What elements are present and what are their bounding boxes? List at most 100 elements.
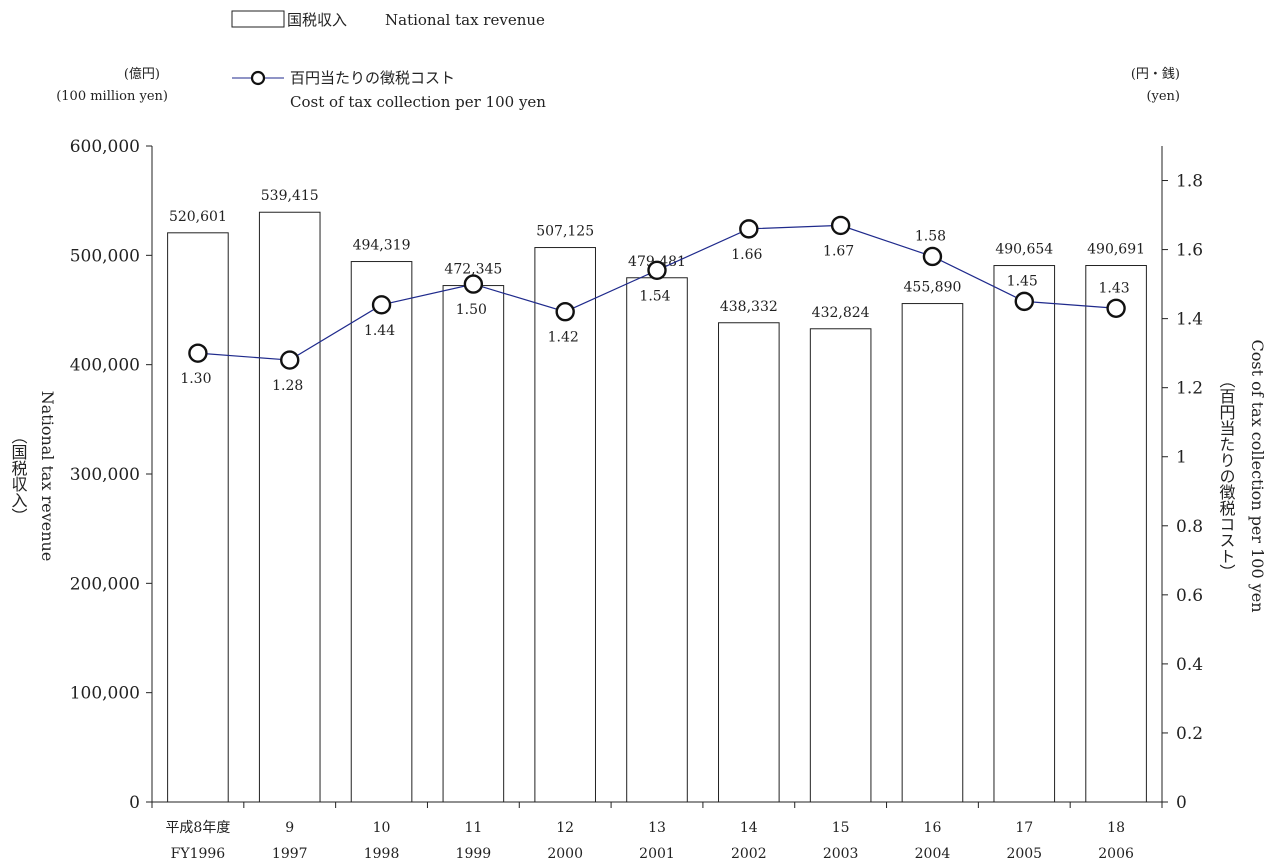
left-tick-label: 400,000 xyxy=(70,356,140,376)
bar-value-label: 455,890 xyxy=(904,280,962,296)
x-category-label: 13 xyxy=(648,820,666,836)
x-category-label: 16 xyxy=(924,820,942,836)
cost-point-label: 1.58 xyxy=(915,228,946,244)
bar-value-label: 472,345 xyxy=(444,262,502,278)
point-labels: 1.30 1.28 1.44 1.50 1.42 1.54 1.66 1.67 1.58 1.45… xyxy=(180,228,1129,394)
right-tick-label: 1.6 xyxy=(1176,241,1203,261)
legend: 国税収入 National tax revenue 百円当たりの徴税コスト Co… xyxy=(231,10,546,111)
bar xyxy=(718,322,780,803)
left-tick-label: 0 xyxy=(129,793,140,813)
right-unit-en: (yen) xyxy=(1146,89,1180,104)
bar-value-label: 507,125 xyxy=(536,224,594,240)
x-category-label: 11 xyxy=(464,820,482,836)
bar xyxy=(993,265,1056,803)
cost-point xyxy=(463,274,484,294)
right-axis-title-en: Cost of tax collection per 100 yen xyxy=(1248,339,1267,612)
legend-line-marker xyxy=(250,70,266,86)
x-category-label: 12 xyxy=(556,820,574,836)
left-unit-jp: (億円) xyxy=(124,66,160,82)
cost-point-label: 1.50 xyxy=(456,302,487,318)
left-tick-label: 500,000 xyxy=(70,246,140,266)
cost-point-label: 1.43 xyxy=(1099,280,1130,296)
left-unit-en: (100 million yen) xyxy=(56,89,168,104)
cost-point xyxy=(830,215,851,236)
bar xyxy=(901,303,964,803)
right-tick-label: 1 xyxy=(1176,448,1187,468)
cost-point xyxy=(188,343,208,363)
x-category-label-en: 1998 xyxy=(364,846,400,862)
x-category-label-en: 1997 xyxy=(272,846,308,862)
bar xyxy=(167,232,229,803)
cost-point xyxy=(647,260,667,280)
left-tick-label: 100,000 xyxy=(70,684,140,704)
right-tick-label: 0.2 xyxy=(1176,724,1203,744)
cost-point xyxy=(280,350,300,370)
x-category-label-en: 2001 xyxy=(639,846,675,862)
x-category-label-en: 2006 xyxy=(1098,846,1134,862)
right-axis-title-jp: （百円当たりの徴税コスト） xyxy=(1217,372,1236,580)
left-axis-title-jp: （国税収入） xyxy=(9,428,28,524)
x-category-label: 9 xyxy=(285,820,294,836)
x-category-label-en: 1999 xyxy=(456,846,492,862)
right-tick-label: 0.6 xyxy=(1176,586,1203,606)
bar xyxy=(442,285,505,803)
x-ticks: 平成8年度 FY1996 9 1997 10 1998 11 1999 12 2000 13 2001… xyxy=(151,802,1163,862)
bar xyxy=(626,277,688,803)
x-category-label: 17 xyxy=(1015,820,1033,836)
x-category-label-en: 2003 xyxy=(823,846,859,862)
line-series xyxy=(188,215,1126,370)
right-tick-label: 0.4 xyxy=(1176,655,1203,675)
left-tick-label: 300,000 xyxy=(70,465,140,485)
bar-value-label: 539,415 xyxy=(261,188,319,204)
cost-point xyxy=(922,246,943,267)
x-category-label-en: FY1996 xyxy=(171,846,226,862)
left-axis-title-en: National tax revenue xyxy=(38,391,57,562)
cost-point xyxy=(555,302,575,322)
x-category-label: 18 xyxy=(1107,820,1125,836)
x-category-label: 平成8年度 xyxy=(165,820,230,836)
x-category-label-en: 2002 xyxy=(731,846,767,862)
cost-point-label: 1.30 xyxy=(180,371,211,387)
cost-point-label: 1.45 xyxy=(1007,273,1038,289)
bar xyxy=(1085,265,1147,803)
bars xyxy=(167,211,1147,803)
x-category-label-en: 2004 xyxy=(915,846,951,862)
bar-value-label: 494,319 xyxy=(353,238,411,254)
left-ticks: 0 100,000 200,000 300,000 400,000 500,000 600,… xyxy=(70,137,152,813)
bar-value-label: 490,691 xyxy=(1087,242,1145,258)
bar-value-label: 432,824 xyxy=(812,305,870,321)
left-tick-label: 200,000 xyxy=(70,574,140,594)
bar xyxy=(350,261,413,803)
cost-point xyxy=(739,219,759,239)
bar-labels: 520,601539,415494,319472,345507,125479,4… xyxy=(169,188,1145,321)
left-tick-label: 600,000 xyxy=(70,137,140,157)
bar xyxy=(809,328,872,803)
right-ticks: 0 0.2 0.4 0.6 0.8 1 1.2 1.4 1.6 1.8 xyxy=(1162,172,1203,813)
right-tick-label: 1.8 xyxy=(1176,172,1203,192)
legend-bar-swatch xyxy=(231,10,285,28)
cost-point-label: 1.44 xyxy=(364,323,395,339)
x-category-label-en: 2000 xyxy=(547,846,583,862)
legend-bar-label-en: National tax revenue xyxy=(385,11,545,29)
bar-value-label: 438,332 xyxy=(720,299,778,315)
x-category-label: 14 xyxy=(740,820,758,836)
x-category-label: 10 xyxy=(373,820,391,836)
right-tick-label: 0.8 xyxy=(1176,517,1203,537)
cost-point-label: 1.28 xyxy=(272,378,303,394)
right-unit-jp: (円・銭) xyxy=(1131,67,1180,82)
legend-line-label-jp: 百円当たりの徴税コスト xyxy=(290,69,455,87)
right-tick-label: 0 xyxy=(1176,793,1187,813)
cost-point-label: 1.67 xyxy=(823,243,854,259)
right-tick-label: 1.4 xyxy=(1176,310,1203,330)
bar-value-label: 490,654 xyxy=(995,242,1053,258)
cost-point xyxy=(371,295,392,315)
x-category-label-en: 2005 xyxy=(1006,846,1042,862)
cost-point-label: 1.54 xyxy=(639,288,670,304)
bar-value-label: 520,601 xyxy=(169,209,227,225)
cost-point xyxy=(1106,298,1126,318)
cost-point xyxy=(1014,291,1034,312)
cost-point-label: 1.66 xyxy=(731,247,762,263)
cost-point-label: 1.42 xyxy=(548,330,579,346)
x-category-label: 15 xyxy=(832,820,850,836)
